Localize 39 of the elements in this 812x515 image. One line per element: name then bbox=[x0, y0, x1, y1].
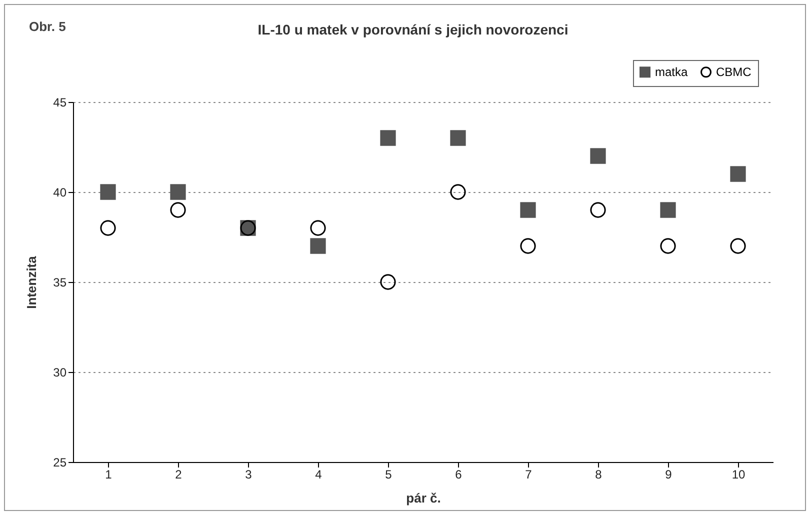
point bbox=[450, 184, 466, 200]
point bbox=[380, 274, 396, 290]
point bbox=[310, 238, 326, 254]
point bbox=[590, 202, 606, 218]
point bbox=[730, 238, 746, 254]
x-tick-label: 10 bbox=[732, 468, 746, 482]
y-tick-label: 30 bbox=[53, 366, 67, 380]
text: Obr. 5 bbox=[29, 19, 66, 34]
x-tick-label: 5 bbox=[385, 468, 392, 482]
x-tick-label: 9 bbox=[665, 468, 672, 482]
legend-label: CBMC bbox=[716, 65, 752, 80]
x-tick-label: 4 bbox=[315, 468, 322, 482]
y-axis-title: Intenzita bbox=[24, 255, 40, 309]
point bbox=[730, 166, 746, 182]
point bbox=[100, 220, 116, 236]
y-tick-label: 35 bbox=[53, 276, 67, 290]
x-tick-label: 7 bbox=[525, 468, 532, 482]
point bbox=[660, 238, 676, 254]
point bbox=[520, 202, 536, 218]
chart-title: IL-10 u matek v porovnání s jejich novorozenci bbox=[258, 22, 568, 38]
point bbox=[170, 184, 186, 200]
point bbox=[310, 220, 326, 236]
x-tick-label: 8 bbox=[595, 468, 602, 482]
x-tick-label: 6 bbox=[455, 468, 462, 482]
x-tick-label: 2 bbox=[175, 468, 182, 482]
point bbox=[380, 130, 396, 146]
y-tick-label: 45 bbox=[53, 96, 67, 110]
y-tick-label: 25 bbox=[53, 456, 67, 470]
point bbox=[100, 184, 116, 200]
x-tick-label: 3 bbox=[245, 468, 252, 482]
x-axis-title: pár č. bbox=[406, 490, 441, 506]
point bbox=[170, 202, 186, 218]
point bbox=[590, 148, 606, 164]
y-tick-label: 40 bbox=[53, 186, 67, 200]
x-tick-label: 1 bbox=[105, 468, 112, 482]
point bbox=[520, 238, 536, 254]
point bbox=[450, 130, 466, 146]
point bbox=[660, 202, 676, 218]
legend-label: matka bbox=[655, 65, 688, 80]
